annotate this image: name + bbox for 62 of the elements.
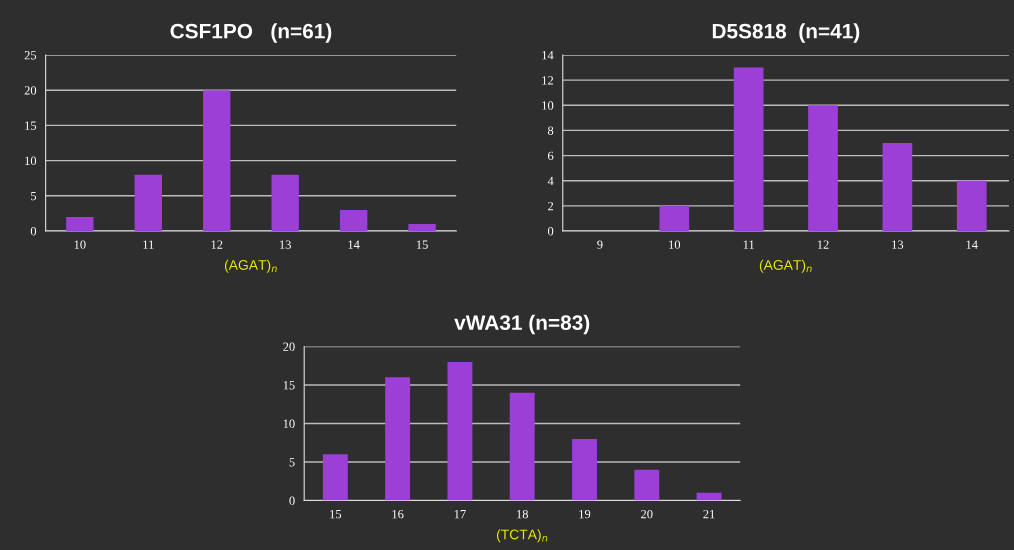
y-tick-label: 8 bbox=[547, 126, 554, 135]
bar bbox=[659, 205, 690, 231]
x-tick-label: 9 bbox=[597, 240, 603, 249]
x-tick-label: 14 bbox=[348, 240, 360, 249]
x-tick-label: 10 bbox=[74, 240, 86, 249]
bar bbox=[733, 67, 764, 231]
x-tick-label: 18 bbox=[517, 509, 528, 519]
x-axis-title: (TCTA)$_{n}$ bbox=[496, 529, 548, 543]
bar bbox=[634, 469, 660, 501]
bar bbox=[509, 392, 535, 501]
bar bbox=[385, 377, 411, 501]
x-tick-label: 14 bbox=[966, 240, 978, 249]
x-tick-label: 21 bbox=[703, 509, 715, 519]
bar bbox=[339, 209, 368, 231]
x-tick-label: 11 bbox=[743, 240, 754, 249]
y-tick-label: 10 bbox=[25, 156, 37, 166]
y-tick-label: 5 bbox=[289, 458, 295, 467]
y-tick-label: 15 bbox=[283, 381, 295, 390]
y-tick-label: 15 bbox=[25, 121, 37, 130]
y-tick-label: 10 bbox=[542, 101, 554, 110]
bar bbox=[408, 223, 436, 231]
x-tick-label: 11 bbox=[143, 240, 154, 249]
y-tick-label: 20 bbox=[283, 342, 295, 351]
bar bbox=[134, 174, 162, 231]
chart-title: CSF1PO (n=61) bbox=[170, 23, 332, 43]
x-tick-label: 16 bbox=[392, 509, 404, 519]
chart-title: D5S818 (n=41) bbox=[712, 23, 860, 43]
x-tick-label: 15 bbox=[330, 509, 342, 519]
y-tick-label: 20 bbox=[24, 86, 37, 95]
bar bbox=[322, 454, 348, 501]
y-tick-label: 6 bbox=[548, 151, 554, 161]
x-tick-label: 13 bbox=[892, 240, 904, 249]
x-tick-label: 17 bbox=[454, 509, 466, 519]
y-tick-label: 14 bbox=[542, 51, 554, 60]
y-tick-label: 25 bbox=[24, 51, 37, 60]
bar bbox=[271, 174, 299, 231]
y-tick-label: 4 bbox=[547, 176, 554, 186]
bar bbox=[882, 143, 913, 231]
x-axis-title: (AGAT)$_{n}$ bbox=[759, 259, 812, 273]
x-axis-title: (AGAT)$_{n}$ bbox=[224, 259, 277, 273]
x-tick-label: 12 bbox=[211, 240, 223, 249]
bar bbox=[808, 105, 838, 231]
y-tick-label: 2 bbox=[548, 201, 554, 211]
bar bbox=[572, 438, 597, 501]
x-tick-label: 19 bbox=[579, 509, 591, 519]
y-tick-label: 0 bbox=[289, 496, 295, 505]
y-tick-label: 0 bbox=[30, 227, 37, 236]
x-tick-label: 15 bbox=[416, 240, 428, 249]
x-tick-label: 10 bbox=[669, 240, 681, 249]
bar bbox=[203, 90, 231, 231]
x-tick-label: 12 bbox=[817, 240, 829, 249]
bar bbox=[696, 492, 722, 501]
chart-title: vWA31 (n=83) bbox=[454, 314, 590, 335]
y-tick-label: 5 bbox=[31, 191, 37, 201]
y-tick-label: 12 bbox=[542, 76, 554, 85]
bar bbox=[956, 180, 987, 231]
y-tick-label: 10 bbox=[283, 419, 295, 428]
bar bbox=[66, 216, 94, 231]
y-tick-label: 0 bbox=[547, 227, 554, 236]
x-tick-label: 13 bbox=[280, 240, 291, 249]
x-tick-label: 20 bbox=[641, 509, 653, 519]
bar bbox=[447, 361, 473, 501]
